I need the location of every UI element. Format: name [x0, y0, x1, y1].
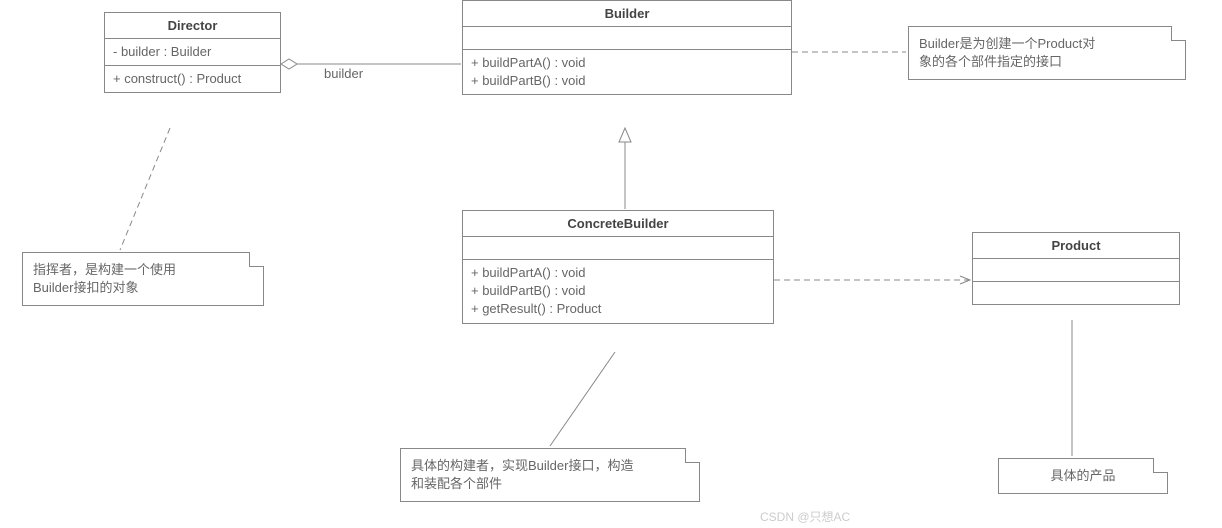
attr	[463, 27, 791, 50]
edge-concrete-note	[550, 352, 615, 446]
note-fold-icon	[685, 448, 700, 463]
note-line: Builder是为创建一个Product对	[919, 35, 1175, 53]
uml-canvas: builder Director - builder : Builder + c…	[0, 0, 1222, 528]
note-line: Builder接扣的对象	[33, 279, 253, 297]
attr	[463, 237, 773, 260]
ops: + buildPartA() : void + buildPartB() : v…	[463, 260, 773, 323]
class-title: Builder	[463, 1, 791, 27]
note-fold-icon	[249, 252, 264, 267]
op	[973, 282, 1179, 304]
class-product: Product	[972, 232, 1180, 305]
class-builder: Builder + buildPartA() : void + buildPar…	[462, 0, 792, 95]
note-line: 和装配各个部件	[411, 475, 689, 493]
note-line: 象的各个部件指定的接口	[919, 53, 1175, 71]
op: + buildPartA() : void	[471, 264, 765, 282]
class-title: Director	[105, 13, 280, 39]
note-builder: Builder是为创建一个Product对 象的各个部件指定的接口	[908, 26, 1186, 80]
note-director: 指挥者，是构建一个使用 Builder接扣的对象	[22, 252, 264, 306]
class-concrete-builder: ConcreteBuilder + buildPartA() : void + …	[462, 210, 774, 324]
note-line: 具体的构建者，实现Builder接口，构造	[411, 457, 689, 475]
watermark: CSDN @只想AC	[760, 508, 850, 525]
op: + getResult() : Product	[471, 300, 765, 318]
note-line: 具体的产品	[1009, 467, 1157, 485]
edge-label-builder: builder	[324, 66, 364, 81]
attr	[973, 259, 1179, 282]
class-title: Product	[973, 233, 1179, 259]
note-concrete: 具体的构建者，实现Builder接口，构造 和装配各个部件	[400, 448, 700, 502]
note-fold-icon	[1153, 458, 1168, 473]
op: + buildPartB() : void	[471, 282, 765, 300]
edge-director-note	[120, 128, 170, 250]
note-line: 指挥者，是构建一个使用	[33, 261, 253, 279]
ops: + buildPartA() : void + buildPartB() : v…	[463, 50, 791, 94]
op: + construct() : Product	[105, 66, 280, 92]
note-product: 具体的产品	[998, 458, 1168, 494]
note-fold-icon	[1171, 26, 1186, 41]
attr: - builder : Builder	[105, 39, 280, 66]
op: + buildPartA() : void	[471, 54, 783, 72]
op: + buildPartB() : void	[471, 72, 783, 90]
class-title: ConcreteBuilder	[463, 211, 773, 237]
class-director: Director - builder : Builder + construct…	[104, 12, 281, 93]
